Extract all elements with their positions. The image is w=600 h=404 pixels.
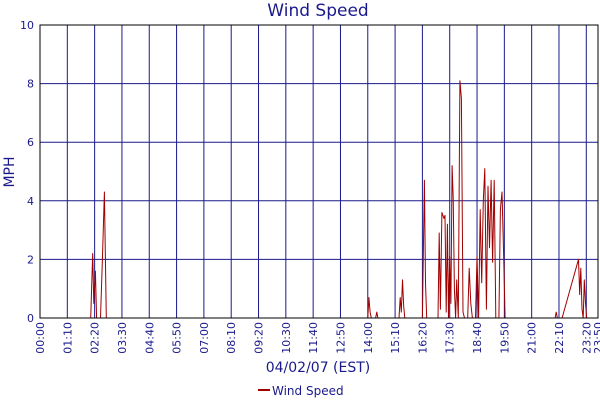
x-tick-label: 08:10 — [225, 322, 238, 354]
x-tick-label: 11:40 — [307, 322, 320, 354]
series-line-wind-speed — [40, 80, 598, 319]
x-tick-label: 18:40 — [471, 322, 484, 354]
y-tick-label: 10 — [20, 19, 34, 32]
x-tick-label: 15:10 — [389, 322, 402, 354]
x-tick-label: 10:30 — [280, 322, 293, 354]
x-tick-label: 01:10 — [61, 322, 74, 354]
x-tick-label: 02:20 — [89, 322, 102, 354]
plot-frame — [39, 24, 599, 319]
x-tick-label: 12:50 — [334, 322, 347, 354]
x-tick-label: 17:30 — [444, 322, 457, 354]
x-tick-label: 07:00 — [198, 322, 211, 354]
x-tick-label: 09:20 — [253, 322, 266, 354]
y-tick-label: 8 — [27, 78, 34, 91]
x-tick-label: 23:20 — [580, 322, 593, 354]
grid — [39, 24, 599, 319]
x-tick-label: 23:50 — [592, 322, 600, 354]
y-tick-labels: 0 2 4 6 8 10 — [20, 19, 34, 325]
x-tick-label: 21:00 — [526, 322, 539, 354]
legend: Wind Speed — [258, 384, 344, 398]
x-tick-label: 04:40 — [143, 322, 156, 354]
y-tick-label: 0 — [27, 312, 34, 325]
x-tick-label: 14:00 — [362, 322, 375, 354]
series-layer — [40, 80, 598, 319]
x-axis-label: 04/02/07 (EST) — [266, 360, 371, 376]
x-tick-label: 22:10 — [553, 322, 566, 354]
legend-label: Wind Speed — [272, 384, 344, 398]
y-tick-label: 2 — [27, 253, 34, 266]
y-axis-label: MPH — [2, 156, 18, 187]
x-tick-label: 05:50 — [171, 322, 184, 354]
y-tick-label: 6 — [27, 136, 34, 149]
x-tick-label: 19:50 — [498, 322, 511, 354]
y-tick-label: 4 — [27, 195, 34, 208]
x-tick-label: 16:20 — [416, 322, 429, 354]
x-tick-labels: 00:00 01:10 02:20 03:30 04:40 05:50 07:00 08:10… — [34, 322, 600, 354]
x-tick-label: 00:00 — [34, 322, 47, 354]
x-tick-label: 03:30 — [116, 322, 129, 354]
chart-title: Wind Speed — [267, 1, 368, 21]
